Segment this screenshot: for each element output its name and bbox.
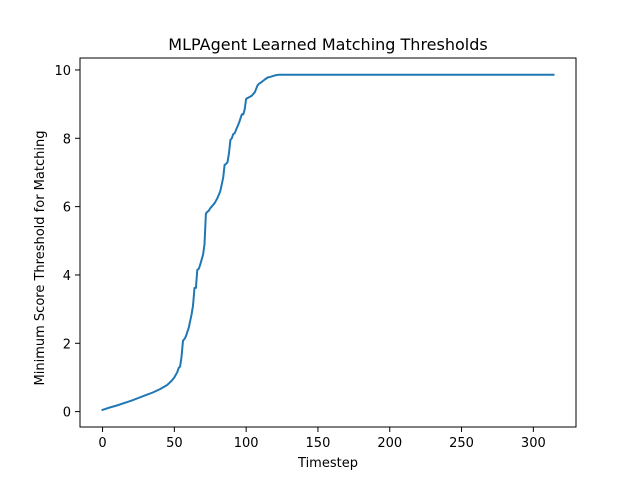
y-axis-title: Minimum Score Threshold for Matching [33, 131, 48, 386]
x-tick-label: 200 [377, 436, 402, 451]
plot-area [101, 73, 555, 412]
x-tick-label: 150 [306, 436, 331, 451]
y-tick-label: 10 [54, 64, 71, 79]
x-tick-label: 300 [521, 436, 546, 451]
y-tick-label: 2 [63, 337, 71, 352]
series-line [101, 73, 555, 412]
x-tick-label: 100 [234, 436, 259, 451]
y-axis-ticks: 0 2 4 6 8 10 [54, 64, 80, 421]
x-axis-ticks: 0 50 100 150 200 250 300 [98, 427, 546, 451]
y-tick-label: 6 [63, 201, 71, 216]
y-tick-label: 8 [63, 132, 71, 147]
x-tick-label: 250 [449, 436, 474, 451]
y-tick-label: 0 [63, 406, 71, 421]
x-tick-label: 50 [166, 436, 183, 451]
x-axis-title: Timestep [297, 456, 358, 471]
axes-frame [79, 57, 577, 428]
y-tick-label: 4 [63, 269, 71, 284]
x-tick-label: 0 [98, 436, 106, 451]
chart-title: MLPAgent Learned Matching Thresholds [168, 35, 487, 54]
